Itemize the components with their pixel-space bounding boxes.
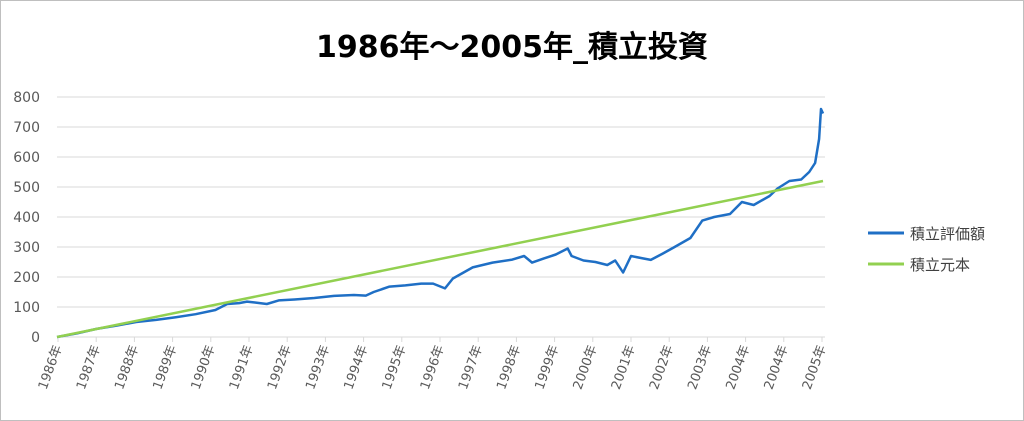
x-tick-label: 1996年 <box>418 343 448 391</box>
x-tick-label: 2005年 <box>800 343 830 391</box>
y-tick-label: 300 <box>13 240 40 256</box>
x-tick-label: 1999年 <box>532 343 562 391</box>
legend-label: 積立評価額 <box>910 225 985 243</box>
y-tick-label: 800 <box>13 90 40 106</box>
x-tick-label: 2000年 <box>571 343 601 391</box>
x-tick-label: 2004年 <box>762 343 792 391</box>
x-tick-label: 1992年 <box>265 343 295 391</box>
y-tick-label: 400 <box>13 210 40 226</box>
y-tick-label: 0 <box>31 330 40 346</box>
x-tick-label: 1988年 <box>112 343 142 391</box>
x-tick-label: 1995年 <box>380 343 410 391</box>
x-tick-label: 1993年 <box>303 343 333 391</box>
legend-label: 積立元本 <box>910 256 970 274</box>
x-tick-label: 2002年 <box>647 343 677 391</box>
series-line-principal <box>56 179 824 339</box>
x-tick-label: 2003年 <box>685 343 715 391</box>
x-tick-label: 1997年 <box>456 343 486 391</box>
x-tick-label: 1986年 <box>36 343 66 391</box>
y-tick-label: 600 <box>13 150 40 166</box>
x-tick-label: 1989年 <box>150 343 180 391</box>
x-tick-label: 1990年 <box>189 343 219 391</box>
x-tick-label: 1991年 <box>227 343 257 391</box>
series-line-valuation <box>56 107 825 339</box>
y-tick-label: 700 <box>13 120 40 136</box>
x-tick-label: 1987年 <box>74 343 104 391</box>
x-tick-label: 2004年 <box>723 343 753 391</box>
x-tick-label: 1998年 <box>494 343 524 391</box>
y-tick-label: 500 <box>13 180 40 196</box>
x-tick-label: 2001年 <box>609 343 639 391</box>
x-tick-label: 1994年 <box>341 343 371 391</box>
y-tick-label: 200 <box>13 270 40 286</box>
y-tick-label: 100 <box>13 300 40 316</box>
chart-title: 1986年～2005年_積立投資 <box>316 30 708 65</box>
